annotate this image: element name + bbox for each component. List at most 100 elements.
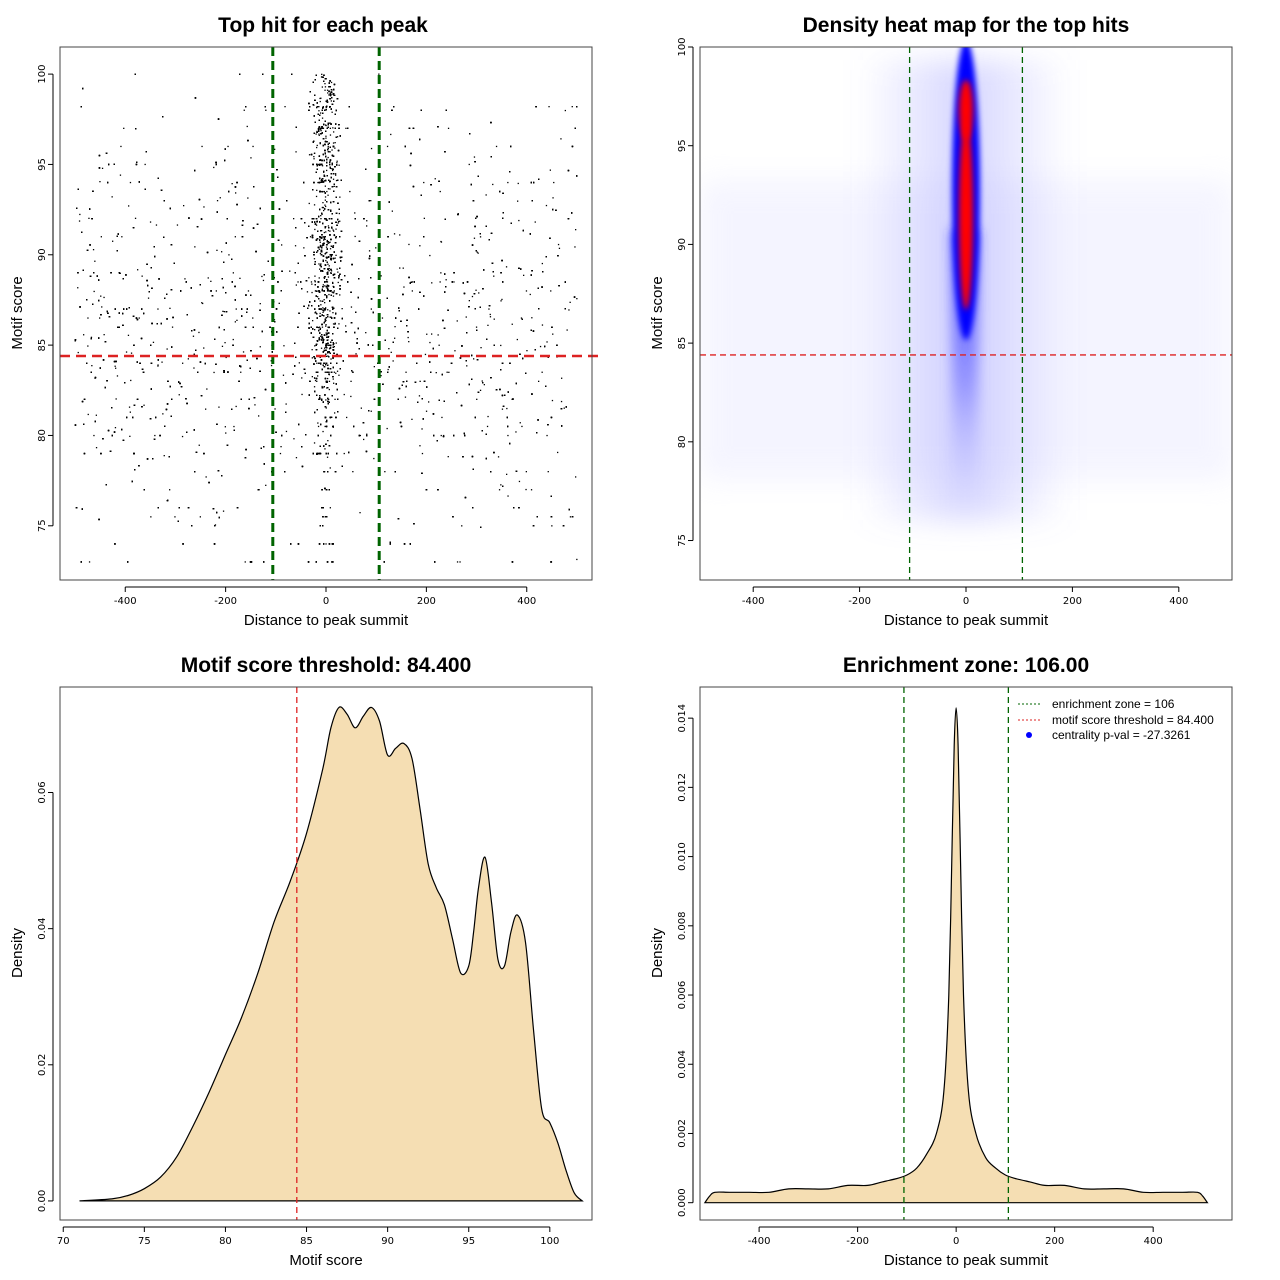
scatter-point bbox=[289, 270, 291, 272]
scatter-point bbox=[329, 467, 331, 469]
scatter-point bbox=[93, 290, 95, 293]
scatter-point bbox=[336, 268, 338, 270]
scatter-point bbox=[324, 204, 326, 206]
scatter-point bbox=[242, 351, 245, 353]
scatter-point bbox=[497, 456, 500, 458]
scatter-point bbox=[94, 260, 96, 262]
scatter-point bbox=[323, 276, 325, 279]
scatter-point bbox=[128, 205, 130, 207]
scatter-point bbox=[169, 489, 171, 491]
scatter-point bbox=[546, 341, 548, 343]
scatter-point bbox=[320, 218, 322, 220]
scatter-point bbox=[162, 413, 164, 415]
scatter-point bbox=[176, 224, 179, 226]
scatter-point bbox=[335, 174, 337, 176]
scatter-point bbox=[328, 380, 331, 382]
scatter-point bbox=[471, 295, 474, 298]
scatter-point bbox=[489, 313, 491, 316]
scatter-point bbox=[193, 367, 195, 369]
scatter-point bbox=[569, 301, 571, 303]
scatter-point bbox=[500, 344, 502, 347]
scatter-point bbox=[318, 106, 320, 108]
scatter-point bbox=[293, 438, 295, 440]
scatter-point bbox=[182, 362, 184, 364]
scatter-point bbox=[119, 174, 122, 176]
scatter-point bbox=[157, 364, 159, 366]
scatter-point bbox=[569, 516, 572, 518]
scatter-point bbox=[448, 371, 450, 373]
scatter-point bbox=[222, 310, 224, 312]
scatter-point bbox=[495, 145, 498, 148]
scatter-point bbox=[321, 309, 324, 311]
scatter-point bbox=[313, 158, 315, 160]
scatter-point bbox=[234, 321, 236, 323]
scatter-point bbox=[219, 197, 221, 199]
scatter-point bbox=[324, 124, 327, 126]
scatter-point bbox=[332, 169, 334, 172]
scatter-point bbox=[329, 167, 332, 169]
scatter-point bbox=[337, 271, 339, 273]
scatter-point bbox=[365, 332, 367, 334]
scatter-point bbox=[475, 326, 478, 328]
scatter-point bbox=[334, 94, 336, 96]
scatter-point bbox=[324, 83, 326, 85]
scatter-point bbox=[284, 106, 286, 108]
scatter-point bbox=[439, 281, 441, 283]
scatter-point bbox=[321, 213, 323, 215]
scatter-point bbox=[218, 406, 220, 408]
scatter-point bbox=[338, 374, 340, 376]
scatter-point bbox=[333, 185, 335, 187]
scatter-point bbox=[500, 484, 502, 486]
scatter-point bbox=[316, 146, 318, 149]
scatter-point bbox=[319, 181, 321, 184]
scatter-point bbox=[327, 229, 330, 232]
scatter-point bbox=[161, 361, 163, 363]
scatter-point bbox=[332, 142, 335, 144]
scatter-point bbox=[224, 426, 226, 428]
scatter-point bbox=[335, 342, 337, 344]
scatter-point bbox=[440, 272, 442, 274]
scatter-point bbox=[325, 307, 327, 309]
scatter-point bbox=[198, 331, 200, 334]
scatter-point bbox=[259, 303, 261, 305]
scatter-point bbox=[480, 347, 482, 349]
scatter-point bbox=[227, 145, 229, 148]
scatter-point bbox=[331, 89, 333, 91]
scatter-point bbox=[319, 244, 322, 247]
scatter-point bbox=[333, 94, 335, 96]
scatter-point bbox=[99, 317, 101, 319]
scatter-point bbox=[335, 179, 338, 182]
scatter-point bbox=[327, 145, 329, 148]
scatter-point bbox=[316, 189, 318, 191]
scatter-point bbox=[355, 353, 357, 355]
scatter-point bbox=[334, 147, 336, 149]
scatter-point bbox=[483, 384, 485, 386]
scatter-point bbox=[83, 334, 85, 336]
scatter-point bbox=[325, 218, 327, 220]
scatter-point bbox=[478, 292, 480, 294]
scatter-point bbox=[373, 457, 375, 460]
scatter-point bbox=[202, 302, 204, 305]
scatter-point bbox=[285, 430, 288, 433]
scatter-point bbox=[274, 408, 276, 410]
scatter-point bbox=[498, 489, 501, 491]
scatter-point bbox=[324, 196, 327, 198]
scatter-point bbox=[332, 295, 335, 297]
scatter-point bbox=[306, 291, 309, 293]
scatter-point bbox=[316, 362, 318, 364]
scatter-point bbox=[507, 434, 509, 437]
chart-title: Top hit for each peak bbox=[218, 14, 428, 37]
scatter-point bbox=[425, 410, 428, 412]
scatter-point bbox=[568, 309, 570, 311]
scatter-point bbox=[309, 236, 312, 238]
scatter-point bbox=[421, 452, 424, 455]
scatter-point bbox=[325, 246, 328, 248]
scatter-point bbox=[386, 145, 389, 148]
scatter-point bbox=[327, 377, 329, 380]
scatter-point bbox=[270, 364, 273, 367]
scatter-point bbox=[545, 204, 548, 207]
scatter-point bbox=[343, 452, 345, 455]
scatter-point bbox=[322, 311, 324, 313]
scatter-point bbox=[339, 196, 341, 198]
scatter-point bbox=[174, 516, 176, 518]
